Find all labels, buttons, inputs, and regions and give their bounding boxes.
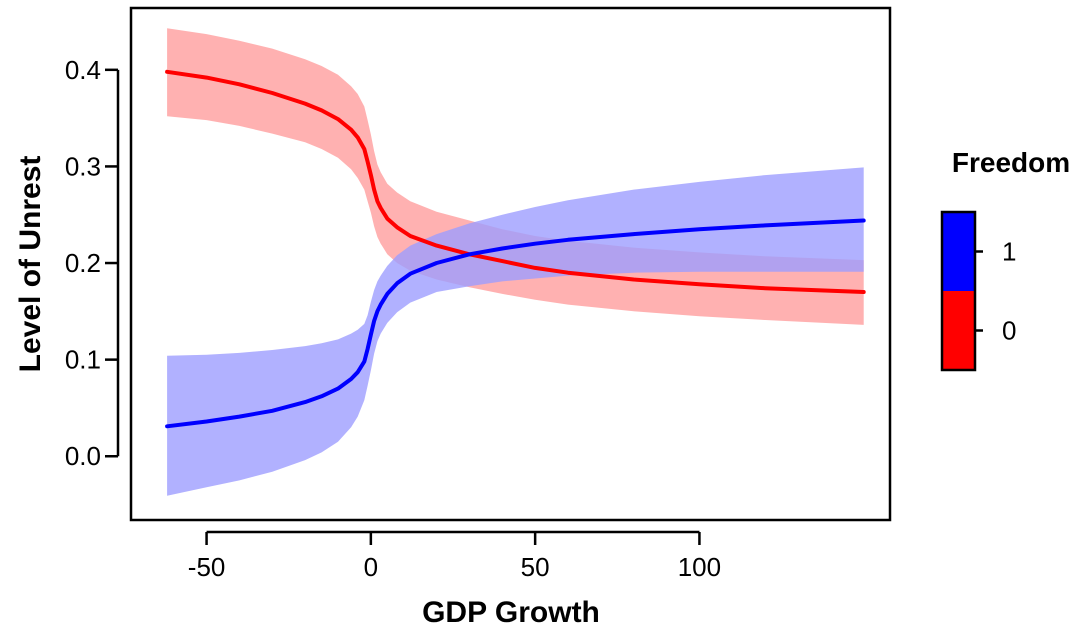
confidence-bands bbox=[167, 28, 864, 496]
legend-title: Freedom bbox=[952, 147, 1070, 178]
x-axis: -50 0 50 100 bbox=[188, 530, 721, 582]
x-axis-title: GDP Growth bbox=[422, 596, 600, 629]
plot-frame bbox=[129, 6, 892, 522]
line-freedom-0 bbox=[165, 69, 866, 294]
band-freedom-0 bbox=[167, 28, 864, 325]
legend-swatch-0 bbox=[942, 291, 975, 370]
x-tick-label: 100 bbox=[678, 552, 721, 582]
y-tick-label: 0.2 bbox=[65, 248, 101, 278]
legend-label-1: 1 bbox=[1002, 237, 1016, 267]
legend: Freedom 1 0 bbox=[940, 147, 1070, 372]
y-tick-label: 0.3 bbox=[65, 151, 101, 181]
line-freedom-1 bbox=[165, 218, 866, 429]
legend-frame bbox=[940, 210, 977, 372]
band-freedom-1 bbox=[167, 167, 864, 496]
y-axis-title: Level of Unrest bbox=[14, 156, 47, 373]
y-axis: 0.0 0.1 0.2 0.3 0.4 bbox=[65, 55, 120, 471]
legend-label-0: 0 bbox=[1002, 316, 1016, 346]
y-tick-label: 0.1 bbox=[65, 345, 101, 375]
y-tick-label: 0.0 bbox=[65, 441, 101, 471]
legend-swatch-1 bbox=[942, 212, 975, 291]
y-tick-label: 0.4 bbox=[65, 55, 101, 85]
x-tick-label: -50 bbox=[188, 552, 226, 582]
x-tick-label: 0 bbox=[364, 552, 378, 582]
series-lines bbox=[165, 69, 866, 429]
x-tick-label: 50 bbox=[521, 552, 550, 582]
